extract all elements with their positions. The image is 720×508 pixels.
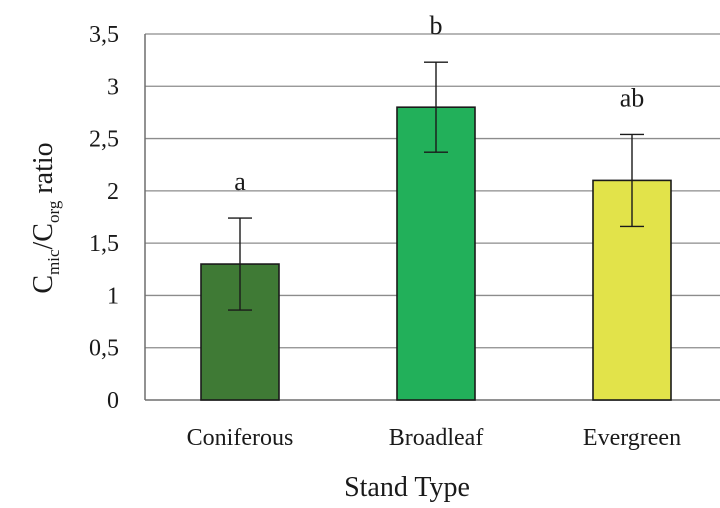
significance-label: ab [620,83,645,112]
labels: 0 0,5 1 1,5 2 2,5 3 3,5 a Coniferous b Broadleaf ab E… [89,11,681,451]
y-axis-title-sub1: mic [44,249,63,275]
y-tick-label: 3,5 [89,22,119,48]
bar [396,106,476,401]
y-tick-label: 2,5 [89,127,119,153]
y-axis-title-sep: /C [28,223,59,249]
x-tick-label: Broadleaf [389,425,484,451]
y-tick-label: 0 [107,388,119,414]
y-tick-label: 0,5 [89,336,119,362]
y-axis-title-sub2: org [44,200,63,223]
y-tick-label: 3 [107,74,119,100]
x-tick-label: Coniferous [187,425,294,451]
y-axis-title-rest: ratio [28,142,59,200]
x-tick-label: Evergreen [583,425,681,451]
significance-label: a [234,167,246,196]
x-axis-title: Stand Type [344,472,470,503]
y-axis-title-c1: C [28,275,59,294]
error-bars [228,61,644,311]
y-axis-title: Cmic/Corg ratio [28,142,63,293]
y-tick-label: 1 [107,283,119,309]
significance-label: b [430,11,443,40]
y-tick-label: 1,5 [89,231,119,257]
y-tick-label: 2 [107,179,119,205]
